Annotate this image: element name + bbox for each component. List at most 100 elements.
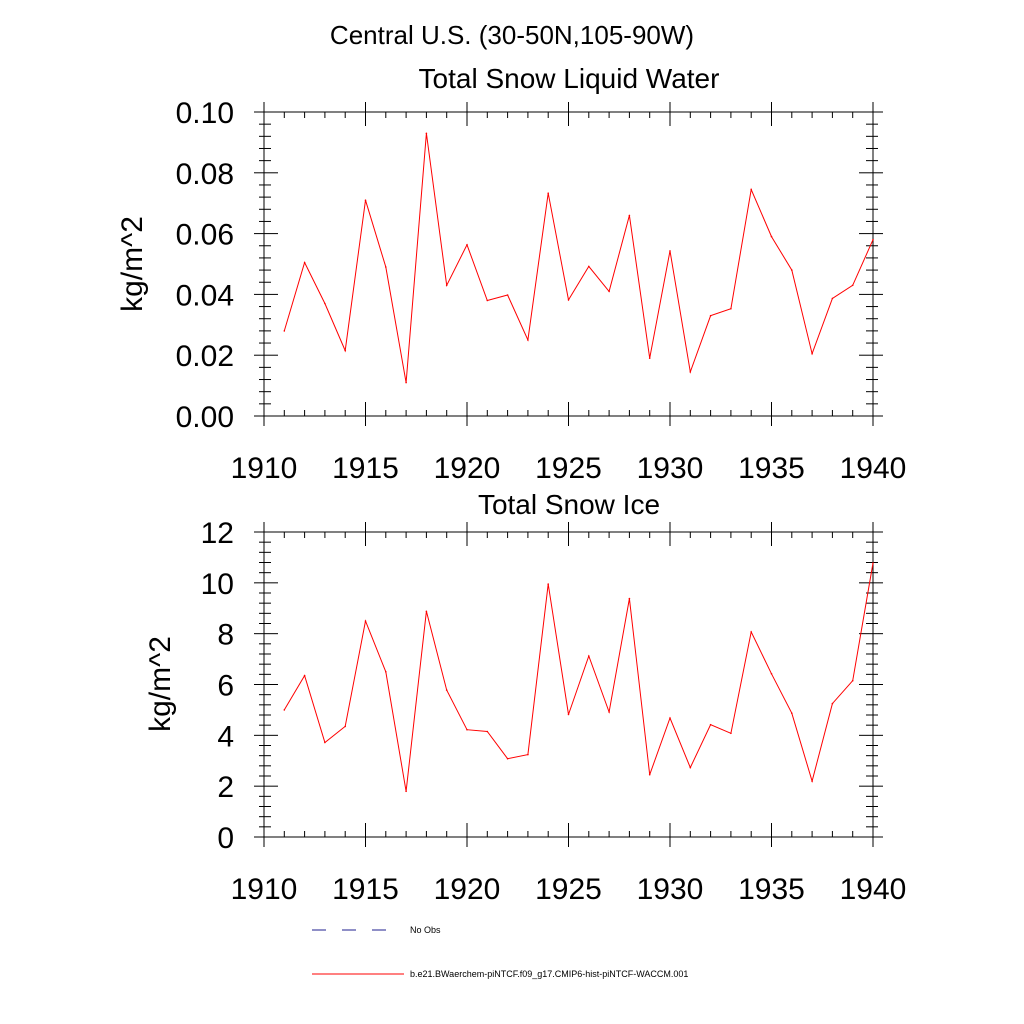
snow-ice-data-point	[547, 583, 549, 585]
snow-ice-data-point	[791, 712, 793, 714]
snow-ice-x-tick-label: 1915	[332, 873, 399, 906]
liquid-water-data-point	[283, 330, 286, 332]
liquid-water-y-tick-label: 0.02	[176, 340, 234, 373]
liquid-water-data-point	[709, 314, 712, 317]
liquid-water-data-point	[385, 266, 387, 268]
liquid-water-x-tick-label: 1910	[231, 452, 298, 485]
snow-ice-data-point	[324, 741, 326, 744]
liquid-water-x-tick-label: 1940	[840, 452, 907, 485]
snow-ice-x-tick-label: 1910	[231, 873, 298, 906]
panel-liquid-water: Total Snow Liquid Water kg/m^2 1910 1915 1…	[116, 63, 906, 485]
panel-snow-ice-axes: 1910 1915 1920 1925 1930 1935 1940 0 2 4 6 8 10 12	[201, 517, 907, 906]
snow-ice-data-point	[689, 766, 692, 769]
snow-ice-data-point	[709, 723, 712, 726]
liquid-water-data-point	[872, 238, 874, 241]
liquid-water-series-line	[283, 133, 874, 383]
liquid-water-x-tick-label: 1915	[332, 452, 399, 485]
snow-ice-data-point	[770, 673, 773, 675]
liquid-water-x-tick-label: 1930	[637, 452, 704, 485]
liquid-water-data-point	[689, 371, 692, 373]
snow-ice-x-tick-label: 1935	[738, 873, 805, 906]
figure-title: Central U.S. (30-50N,105-90W)	[330, 20, 694, 50]
snow-ice-y-tick-label: 12	[201, 517, 234, 550]
snow-ice-data-point	[486, 730, 489, 733]
snow-ice-data-point	[506, 757, 509, 760]
panel-liquid-water-axes: 1910 1915 1920 1925 1930 1935 1940 0.00 0.02 0.04…	[176, 97, 907, 485]
panel-liquid-water-title: Total Snow Liquid Water	[419, 63, 720, 94]
legend: No Obs b.e21.BWaerchem-piNTCF.f09_g17.CM…	[312, 925, 688, 979]
panel-liquid-water-ylabel: kg/m^2	[116, 216, 149, 312]
liquid-water-data-point	[445, 284, 448, 287]
snow-ice-data-point	[608, 711, 610, 713]
snow-ice-data-point	[730, 732, 732, 735]
snow-ice-data-point	[831, 702, 834, 705]
snow-ice-data-point	[344, 725, 347, 728]
liquid-water-data-point	[567, 299, 570, 301]
panel-snow-ice: Total Snow Ice kg/m^2 1910 1915 1920 1925 19…	[144, 489, 906, 906]
legend-no-obs-label: No Obs	[410, 925, 441, 935]
liquid-water-data-point	[506, 294, 509, 296]
snow-ice-plot-frame	[263, 531, 874, 838]
snow-ice-data-point	[303, 674, 306, 677]
liquid-water-plot-frame	[263, 111, 874, 417]
liquid-water-y-tick-label: 0.08	[176, 158, 234, 191]
liquid-water-x-tick-label: 1920	[434, 452, 501, 485]
snow-ice-data-point	[425, 610, 428, 613]
liquid-water-data-point	[851, 284, 854, 287]
snow-ice-data-point	[588, 655, 590, 657]
snow-ice-data-point	[750, 631, 752, 633]
liquid-water-y-tick-label: 0.00	[176, 401, 234, 434]
snow-ice-data-point	[364, 620, 367, 622]
snow-ice-data-point	[527, 753, 529, 756]
snow-ice-data-point	[648, 773, 651, 776]
liquid-water-data-point	[466, 244, 468, 246]
liquid-water-y-tick-label: 0.06	[176, 219, 234, 252]
liquid-water-data-point	[303, 261, 306, 264]
snow-ice-data-point	[445, 689, 448, 691]
snow-ice-data-point	[811, 780, 813, 782]
snow-ice-data-point	[466, 728, 468, 731]
snow-ice-y-tick-label: 4	[217, 720, 234, 753]
snow-ice-data-point	[872, 562, 874, 564]
snow-ice-x-tick-label: 1930	[637, 873, 704, 906]
snow-ice-y-tick-label: 2	[217, 771, 234, 804]
liquid-water-data-point	[791, 269, 793, 271]
liquid-water-data-point	[405, 381, 407, 384]
snow-ice-data-point	[567, 713, 570, 716]
liquid-water-data-point	[364, 199, 367, 201]
liquid-water-data-point	[648, 357, 651, 360]
snow-ice-y-tick-label: 10	[201, 568, 234, 601]
snow-ice-x-tick-label: 1940	[840, 873, 907, 906]
liquid-water-data-point	[628, 214, 631, 217]
panel-snow-ice-title: Total Snow Ice	[478, 489, 660, 520]
liquid-water-data-point	[608, 290, 610, 293]
snow-ice-data-point	[628, 597, 631, 600]
liquid-water-data-point	[527, 339, 529, 341]
liquid-water-data-point	[730, 307, 732, 310]
liquid-water-data-point	[831, 297, 834, 300]
legend-model-label: b.e21.BWaerchem-piNTCF.f09_g17.CMIP6-his…	[410, 969, 688, 979]
liquid-water-data-point	[770, 235, 773, 238]
snow-ice-y-tick-label: 0	[217, 822, 234, 855]
liquid-water-data-point	[425, 132, 428, 135]
snow-ice-data-point	[405, 790, 407, 793]
liquid-water-data-point	[344, 349, 347, 352]
liquid-water-data-point	[811, 352, 813, 355]
panel-snow-ice-ylabel: kg/m^2	[144, 636, 177, 732]
snow-ice-data-point	[851, 679, 854, 682]
liquid-water-y-tick-label: 0.10	[176, 97, 234, 130]
liquid-water-x-tick-label: 1925	[535, 452, 602, 485]
liquid-water-data-point	[669, 250, 671, 252]
snow-ice-series-line	[283, 562, 874, 792]
liquid-water-data-point	[324, 302, 326, 305]
liquid-water-y-tick-label: 0.04	[176, 279, 234, 312]
snow-ice-data-point	[283, 709, 286, 711]
snow-ice-y-tick-label: 6	[217, 670, 234, 703]
snow-ice-x-tick-label: 1920	[434, 873, 501, 906]
liquid-water-data-point	[486, 299, 489, 302]
snow-ice-data-point	[385, 671, 387, 673]
snow-ice-x-tick-label: 1925	[535, 873, 602, 906]
liquid-water-data-point	[750, 188, 752, 191]
snow-ice-y-tick-label: 8	[217, 619, 234, 652]
